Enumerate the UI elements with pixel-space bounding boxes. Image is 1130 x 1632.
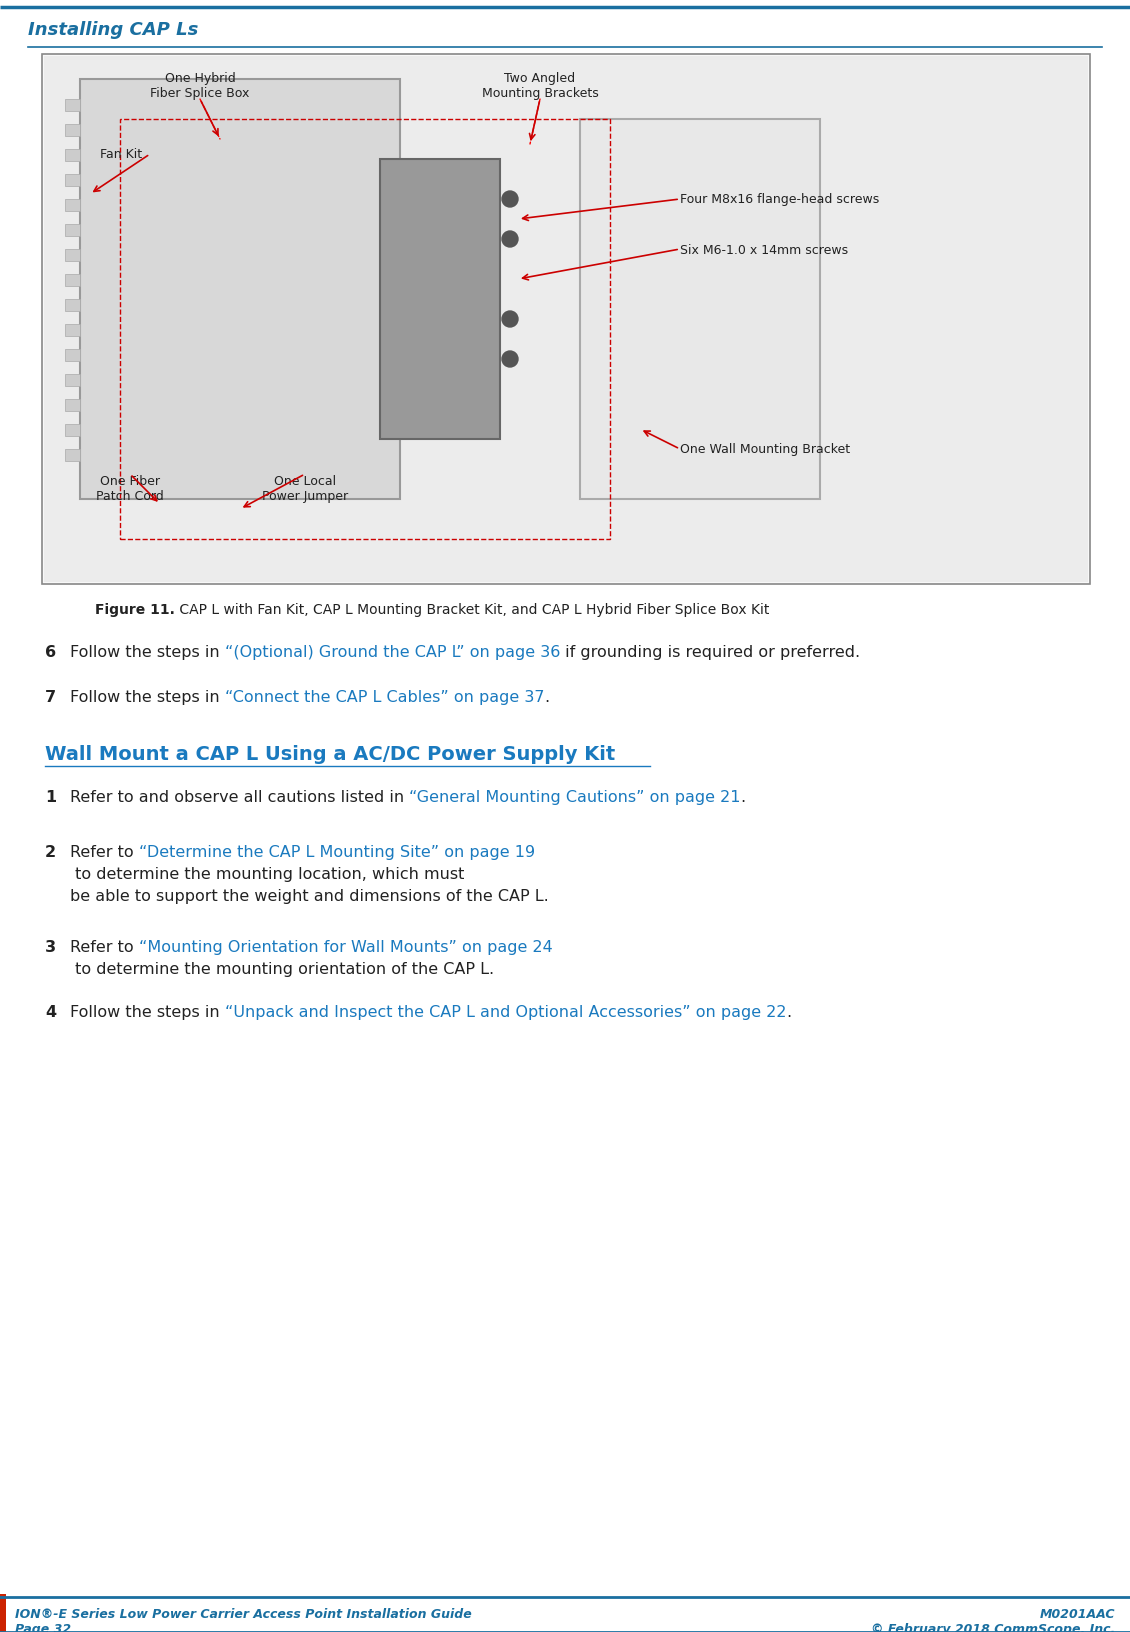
Text: .: . <box>741 790 746 805</box>
Bar <box>66 225 80 237</box>
Text: “Mounting Orientation for Wall Mounts” on page 24: “Mounting Orientation for Wall Mounts” o… <box>139 940 553 955</box>
Bar <box>0 1594 6 1632</box>
Text: Figure 11.: Figure 11. <box>95 602 175 617</box>
Text: Follow the steps in: Follow the steps in <box>70 645 225 659</box>
Text: Two Angled
Mounting Brackets: Two Angled Mounting Brackets <box>481 72 599 100</box>
Bar <box>66 100 80 113</box>
Bar <box>66 150 80 162</box>
Text: to determine the mounting orientation of the CAP L.: to determine the mounting orientation of… <box>70 961 494 976</box>
Text: One Hybrid
Fiber Splice Box: One Hybrid Fiber Splice Box <box>150 72 250 100</box>
Text: to determine the mounting location, which must: to determine the mounting location, whic… <box>70 867 464 881</box>
Text: “General Mounting Cautions” on page 21: “General Mounting Cautions” on page 21 <box>409 790 741 805</box>
Text: © February 2018 CommScope, Inc.: © February 2018 CommScope, Inc. <box>871 1622 1115 1632</box>
Text: One Wall Mounting Bracket: One Wall Mounting Bracket <box>680 444 850 457</box>
Text: Refer to: Refer to <box>70 940 139 955</box>
Text: “Connect the CAP L Cables” on page 37: “Connect the CAP L Cables” on page 37 <box>225 690 545 705</box>
Text: “Determine the CAP L Mounting Site” on page 19: “Determine the CAP L Mounting Site” on p… <box>139 844 534 860</box>
Text: CAP L with Fan Kit, CAP L Mounting Bracket Kit, and CAP L Hybrid Fiber Splice Bo: CAP L with Fan Kit, CAP L Mounting Brack… <box>175 602 770 617</box>
Bar <box>66 375 80 387</box>
Text: 4: 4 <box>45 1004 57 1020</box>
Circle shape <box>502 353 518 367</box>
Bar <box>44 57 1088 583</box>
Text: “Unpack and Inspect the CAP L and Optional Accessories” on page 22: “Unpack and Inspect the CAP L and Option… <box>225 1004 786 1020</box>
Text: M0201AAC: M0201AAC <box>1040 1608 1115 1621</box>
Text: Installing CAP Ls: Installing CAP Ls <box>28 21 199 39</box>
Text: Page 32: Page 32 <box>15 1622 71 1632</box>
Bar <box>66 175 80 188</box>
Bar <box>580 119 820 499</box>
Text: .: . <box>786 1004 791 1020</box>
Bar <box>66 325 80 336</box>
Text: ION®-E Series Low Power Carrier Access Point Installation Guide: ION®-E Series Low Power Carrier Access P… <box>15 1608 471 1621</box>
Bar <box>66 199 80 212</box>
Bar <box>42 55 1090 584</box>
Text: .: . <box>545 690 549 705</box>
Bar <box>120 119 610 540</box>
Text: One Fiber
Patch Cord: One Fiber Patch Cord <box>96 475 164 503</box>
Text: Follow the steps in: Follow the steps in <box>70 1004 225 1020</box>
Circle shape <box>502 232 518 248</box>
Circle shape <box>502 193 518 207</box>
Bar <box>66 126 80 137</box>
Bar <box>66 250 80 261</box>
Bar <box>66 274 80 287</box>
Bar <box>66 400 80 411</box>
Text: 2: 2 <box>45 844 57 860</box>
Text: 3: 3 <box>45 940 57 955</box>
Text: Fan Kit: Fan Kit <box>99 149 142 162</box>
Text: if grounding is required or preferred.: if grounding is required or preferred. <box>560 645 860 659</box>
Text: Four M8x16 flange-head screws: Four M8x16 flange-head screws <box>680 193 879 206</box>
Bar <box>66 349 80 362</box>
Text: be able to support the weight and dimensions of the CAP L.: be able to support the weight and dimens… <box>70 888 549 904</box>
Text: 7: 7 <box>45 690 57 705</box>
Text: Six M6-1.0 x 14mm screws: Six M6-1.0 x 14mm screws <box>680 243 849 256</box>
Bar <box>380 160 499 439</box>
Bar <box>80 80 400 499</box>
Bar <box>66 300 80 312</box>
Bar <box>66 450 80 462</box>
Text: Wall Mount a CAP L Using a AC/DC Power Supply Kit: Wall Mount a CAP L Using a AC/DC Power S… <box>45 744 615 764</box>
Text: “(Optional) Ground the CAP L” on page 36: “(Optional) Ground the CAP L” on page 36 <box>225 645 560 659</box>
Text: Follow the steps in: Follow the steps in <box>70 690 225 705</box>
Text: Refer to and observe all cautions listed in: Refer to and observe all cautions listed… <box>70 790 409 805</box>
Text: 1: 1 <box>45 790 57 805</box>
Text: 6: 6 <box>45 645 57 659</box>
Text: One Local
Power Jumper: One Local Power Jumper <box>262 475 348 503</box>
Text: Refer to: Refer to <box>70 844 139 860</box>
Circle shape <box>502 312 518 328</box>
Bar <box>66 424 80 437</box>
